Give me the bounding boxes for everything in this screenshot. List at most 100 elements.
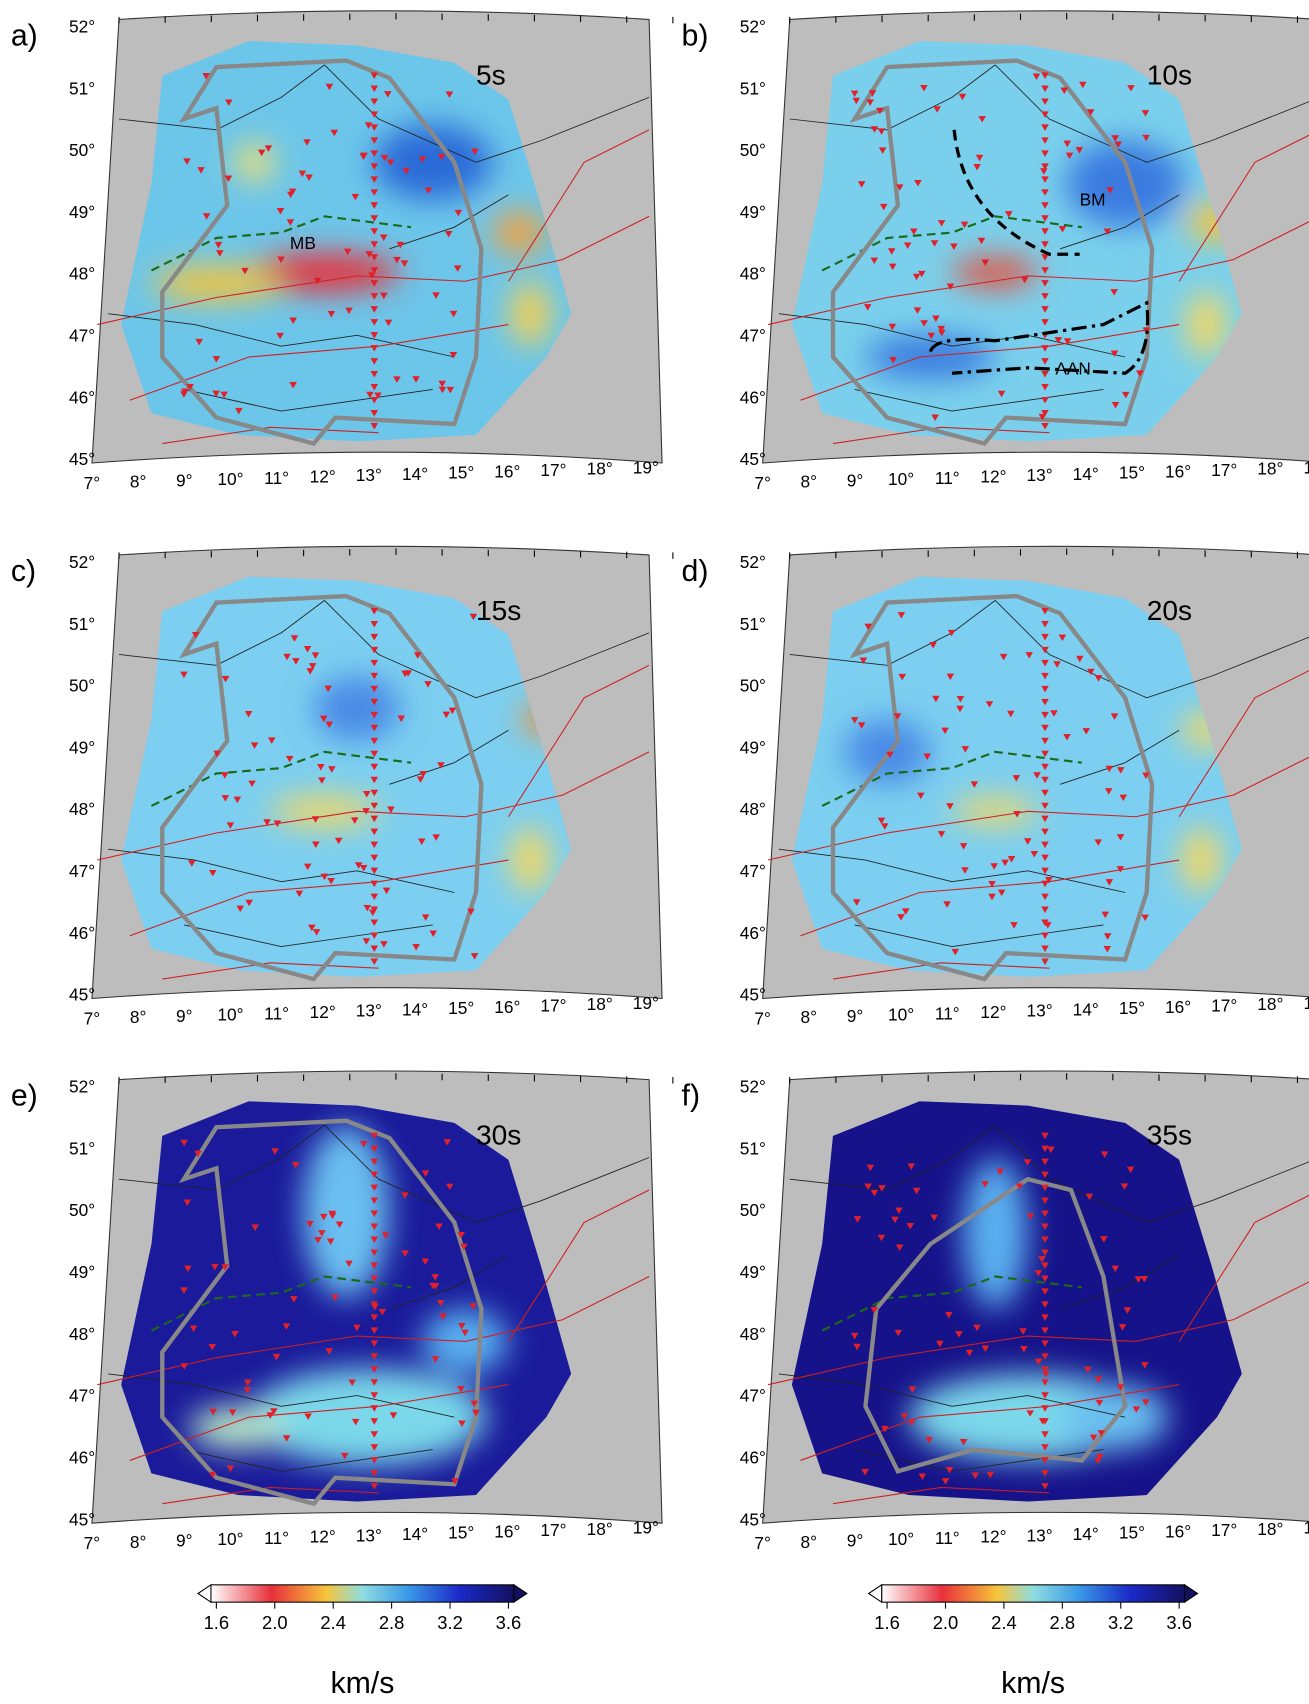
station — [868, 90, 877, 97]
station — [1034, 1358, 1043, 1366]
station — [370, 919, 379, 927]
station — [370, 659, 379, 667]
station — [1041, 919, 1049, 927]
border-line — [854, 389, 1104, 412]
station — [370, 1145, 379, 1153]
station — [437, 762, 445, 769]
fault-line — [129, 1384, 509, 1461]
station — [446, 1183, 454, 1191]
station — [937, 325, 946, 333]
lon-label: 13° — [356, 1525, 382, 1545]
border-line — [324, 64, 650, 163]
station — [1142, 1399, 1150, 1406]
station — [444, 230, 453, 238]
station — [1041, 1158, 1049, 1166]
station — [451, 1478, 459, 1485]
station — [1058, 634, 1067, 642]
lat-label: 47° — [740, 1386, 766, 1406]
station — [439, 1313, 447, 1320]
anomaly — [951, 798, 1039, 825]
station — [460, 1243, 468, 1251]
station — [1041, 672, 1049, 680]
station — [859, 657, 868, 664]
station — [897, 612, 906, 619]
station — [1114, 141, 1122, 148]
border-line — [789, 600, 996, 666]
station — [1041, 176, 1049, 183]
station — [1075, 147, 1084, 154]
lon-label: 13° — [1027, 465, 1053, 485]
station — [370, 1132, 379, 1140]
lat-label: 50° — [69, 676, 95, 696]
station — [370, 841, 379, 849]
anomaly — [189, 1406, 287, 1450]
station — [417, 838, 426, 845]
station — [910, 228, 918, 236]
colorbar: 1.6 2.0 2.4 2.8 3.2 3.6 km/s — [867, 1583, 1199, 1700]
station — [959, 843, 968, 850]
station — [359, 864, 368, 872]
station — [1087, 668, 1095, 676]
lon-label: 18° — [1257, 459, 1283, 479]
station — [370, 371, 379, 378]
station — [226, 822, 235, 829]
station — [903, 242, 912, 250]
station — [212, 390, 220, 398]
station — [1041, 280, 1049, 287]
lon-label: 8° — [801, 472, 818, 492]
lat-label: 47° — [69, 1386, 95, 1406]
station — [370, 215, 379, 222]
lon-label: 14° — [402, 1524, 428, 1544]
station — [997, 889, 1006, 897]
lon-label: 11° — [935, 1003, 960, 1023]
map-panel: c) 15s 45° 46° 47° 48° 49° 50° 51° 52° 7° 8° 9° 10° 11… — [11, 545, 674, 1028]
station — [289, 382, 297, 389]
station — [981, 1181, 989, 1188]
station — [1041, 1405, 1049, 1412]
border-line — [183, 389, 433, 412]
station — [1105, 879, 1114, 886]
station — [1041, 867, 1049, 875]
station — [212, 356, 221, 363]
station — [421, 1170, 430, 1177]
station — [1101, 911, 1110, 919]
lon-label: 7° — [754, 1533, 771, 1553]
station — [438, 386, 447, 394]
station — [1142, 134, 1150, 142]
station — [1041, 345, 1049, 352]
period-label: 20s — [1147, 595, 1192, 626]
station — [1041, 646, 1049, 654]
anomaly — [962, 1157, 1028, 1309]
station — [370, 384, 379, 391]
station — [290, 635, 299, 642]
border-line — [183, 924, 433, 948]
lat-label: 50° — [740, 676, 766, 696]
station — [1103, 228, 1112, 235]
lon-label: 16° — [1165, 461, 1191, 481]
station — [1038, 1256, 1046, 1263]
station — [370, 241, 379, 248]
fault-line — [1178, 670, 1309, 818]
border-line — [324, 600, 650, 699]
station — [1111, 401, 1120, 409]
station — [370, 646, 379, 654]
lon-label: 11° — [935, 1528, 960, 1548]
station — [1086, 109, 1095, 116]
lon-label: 10° — [217, 1529, 243, 1549]
lat-label: 45° — [740, 1509, 766, 1529]
lon-label: 17° — [540, 1520, 566, 1540]
station — [1041, 137, 1049, 144]
station — [1110, 713, 1119, 720]
station — [364, 122, 373, 129]
station — [1041, 659, 1049, 667]
lat-label: 49° — [69, 737, 95, 757]
station — [370, 293, 379, 300]
lat-label: 49° — [740, 737, 766, 757]
station — [370, 1379, 379, 1386]
station — [243, 1379, 252, 1387]
station — [370, 189, 379, 196]
station — [1041, 410, 1049, 417]
station — [327, 310, 336, 318]
station — [1119, 794, 1128, 802]
station — [370, 422, 379, 430]
